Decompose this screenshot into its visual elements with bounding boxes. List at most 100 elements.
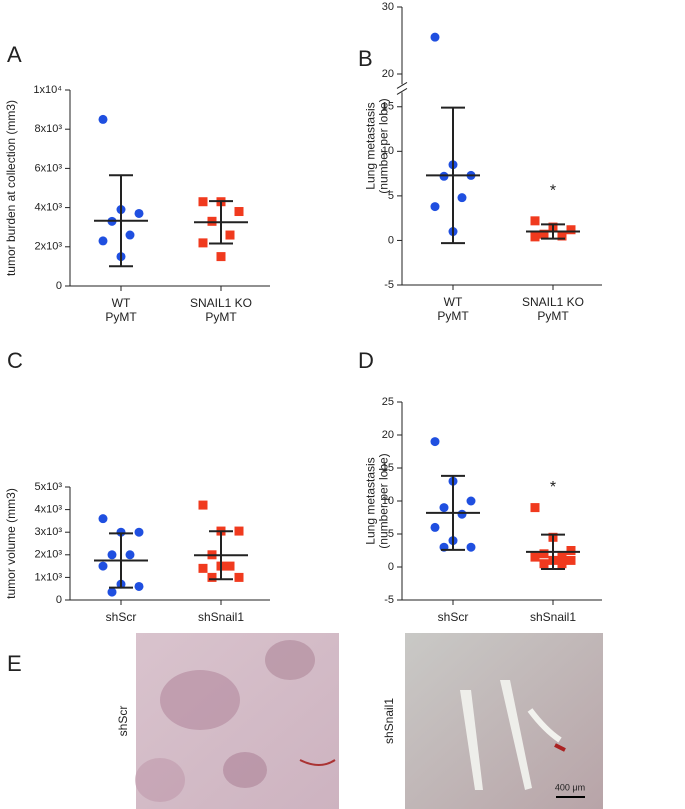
y-tick-label: 0 [56,594,62,606]
y-tick-label: 25 [382,396,394,408]
data-point [216,252,226,262]
data-point [98,514,108,524]
panel-letter: E [7,651,22,676]
data-point [134,208,144,218]
data-point [207,572,217,582]
data-point [530,503,540,513]
x-tick-label: shScr [106,610,137,624]
y-tick-label: 2x10³ [34,549,62,561]
y-tick-label: 10 [382,495,394,507]
data-point [530,232,540,242]
histology-right [405,633,603,809]
data-point [530,216,540,226]
x-tick-label: shScr [438,610,469,624]
data-point [430,437,440,447]
x-tick-label: WT [444,295,463,309]
y-tick-label: 5 [388,528,394,540]
data-point [198,563,208,573]
data-point [539,229,549,239]
data-point [439,503,449,513]
data-point [430,32,440,42]
x-tick-label: SNAIL1 KO [522,295,584,309]
data-point [225,561,235,571]
scale-bar-label: 400 μm [555,782,585,792]
y-tick-label: 20 [382,68,394,80]
y-tick-label: 5x10³ [34,481,62,493]
axis-break [396,81,408,89]
y-axis-label: (number per lobe) [377,453,391,548]
data-point [198,500,208,510]
data-point [225,230,235,240]
data-point [457,193,467,203]
data-point [466,542,476,552]
y-tick-label: 4x10³ [34,504,62,516]
y-axis-label: Lung metastasis [364,102,378,189]
y-tick-label: 3x10³ [34,526,62,538]
data-point [539,549,549,559]
data-point [134,527,144,537]
data-point [107,550,117,560]
data-point [116,527,126,537]
panel-letter: B [358,46,373,71]
data-point [125,550,135,560]
x-tick-label: PyMT [205,310,237,324]
data-point [107,587,117,597]
image-label: shSnail1 [382,698,396,744]
panel-letter: D [358,348,374,373]
y-axis-label: tumor volume (mm3) [4,488,18,599]
data-point [98,114,108,124]
y-tick-label: -5 [384,279,394,291]
data-point [98,561,108,571]
significance-mark: * [550,183,556,200]
image-label: shScr [116,706,130,737]
data-point [430,522,440,532]
data-point [234,207,244,217]
y-tick-label: 6x10³ [34,162,62,174]
x-tick-label: shSnail1 [530,610,576,624]
data-point [430,202,440,212]
data-point [98,236,108,246]
y-tick-label: 5 [388,190,394,202]
y-tick-label: 1x10⁴ [33,84,62,96]
x-tick-label: PyMT [537,309,569,323]
panel-letter: A [7,42,22,67]
y-tick-label: 10 [382,145,394,157]
y-tick-label: 20 [382,429,394,441]
data-point [198,238,208,248]
x-tick-label: PyMT [105,310,137,324]
data-point [566,546,576,555]
x-tick-label: SNAIL1 KO [190,296,252,310]
data-point [557,559,567,569]
data-point [566,225,576,235]
data-point [466,496,476,506]
y-axis-label: Lung metastasis [364,457,378,544]
data-point [539,559,549,569]
histology-left [135,633,339,809]
data-point [125,230,135,240]
y-axis-label: (number per lobe) [377,98,391,193]
y-tick-label: 8x10³ [34,123,62,135]
data-point [198,197,208,207]
data-point [566,555,576,565]
x-tick-label: PyMT [437,309,469,323]
panel-letter: C [7,348,23,373]
x-tick-label: WT [112,296,131,310]
y-tick-label: 0 [388,561,394,573]
y-tick-label: 1x10³ [34,571,62,583]
y-tick-label: 4x10³ [34,202,62,214]
data-point [234,572,244,582]
y-tick-label: 15 [382,101,394,113]
data-point [530,552,540,562]
y-axis-label: tumor burden at collection (mm3) [4,100,18,276]
significance-mark: * [550,479,556,496]
y-tick-label: -5 [384,594,394,606]
data-point [457,509,467,519]
y-tick-label: 15 [382,462,394,474]
y-tick-label: 2x10³ [34,241,62,253]
data-point [134,581,144,591]
x-tick-label: shSnail1 [198,610,244,624]
data-point [557,552,567,562]
y-tick-label: 0 [388,234,394,246]
data-point [234,526,244,536]
y-tick-label: 30 [382,1,394,13]
